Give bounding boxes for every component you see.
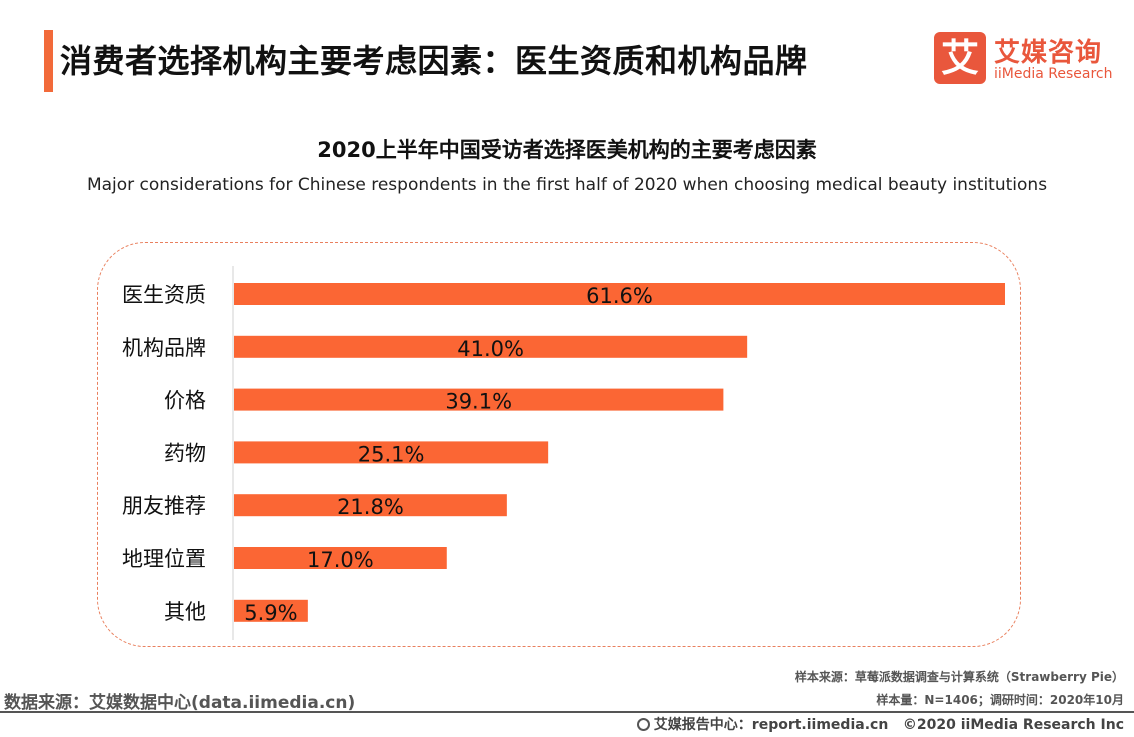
bar-value-label: 21.8% <box>337 495 404 519</box>
category-label: 药物 <box>164 441 206 465</box>
bar <box>234 599 308 622</box>
data-source-note: 数据来源：艾媒数据中心(data.iimedia.cn) <box>4 693 356 713</box>
sample-source-note: 样本来源：草莓派数据调查与计算系统（Strawberry Pie） <box>794 670 1124 684</box>
globe-icon <box>636 718 650 731</box>
bar <box>234 547 447 569</box>
bar-value-label: 61.6% <box>586 284 653 308</box>
category-label: 机构品牌 <box>122 336 206 360</box>
bar <box>234 494 507 517</box>
logo-name-en: iiMedia Research <box>994 66 1113 82</box>
chart-subtitle: Major considerations for Chinese respond… <box>86 175 1048 195</box>
title-accent-bar <box>44 30 53 92</box>
copyright-text: ©2020 iiMedia Research Inc <box>902 717 1124 733</box>
report-center-link[interactable]: 艾媒报告中心：report.iimedia.cn <box>653 717 889 733</box>
category-label: 地理位置 <box>122 547 206 571</box>
sample-size-note: 样本量：N=1406；调研时间：2020年10月 <box>876 693 1124 707</box>
category-label: 价格 <box>164 389 206 413</box>
page-title: 消费者选择机构主要考虑因素：医生资质和机构品牌 <box>60 42 808 80</box>
category-label: 医生资质 <box>122 283 206 307</box>
footer-divider <box>0 711 1134 713</box>
category-label: 其他 <box>164 600 206 624</box>
bar <box>234 441 549 464</box>
iimedia-logo: 艾 艾媒咨询 iiMedia Research <box>934 32 1124 88</box>
logo-name-cn: 艾媒咨询 <box>994 38 1103 68</box>
bar-value-label: 39.1% <box>445 390 512 414</box>
bar-value-label: 41.0% <box>457 337 524 361</box>
bar <box>234 283 1005 305</box>
logo-mark-icon: 艾 <box>934 32 986 84</box>
chart-title: 2020上半年中国受访者选择医美机构的主要考虑因素 <box>317 138 817 162</box>
bar <box>234 388 724 411</box>
category-label: 朋友推荐 <box>122 494 206 518</box>
bar-value-label: 25.1% <box>358 442 425 466</box>
bar <box>234 335 748 358</box>
chart-frame <box>97 242 1021 647</box>
bar-value-label: 5.9% <box>244 601 297 625</box>
bar-value-label: 17.0% <box>307 548 374 572</box>
footer-credits: 艾媒报告中心：report.iimedia.cn ©2020 iiMedia R… <box>636 714 1124 734</box>
